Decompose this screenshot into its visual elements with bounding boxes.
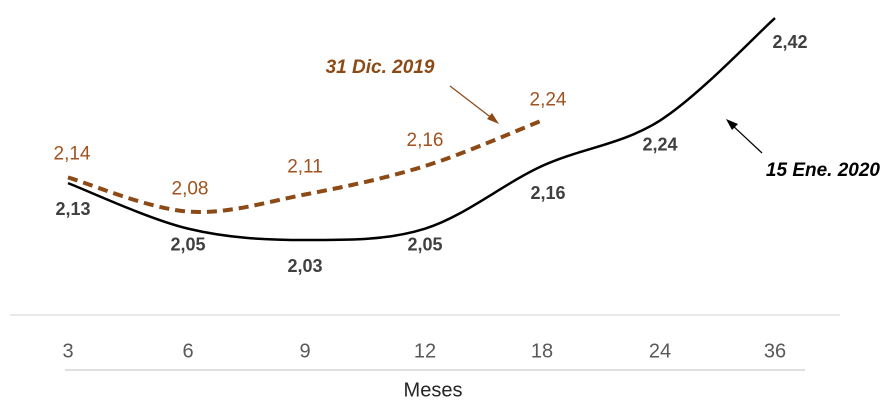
- data-label: 2,16: [530, 183, 565, 203]
- series-annotation: 15 Ene. 2020: [766, 160, 881, 181]
- data-label: 2,42: [772, 32, 807, 52]
- x-axis-label: Meses: [404, 379, 463, 401]
- x-tick-label: 9: [299, 340, 310, 362]
- data-label: 2,13: [55, 199, 90, 219]
- x-tick-label: 6: [182, 340, 193, 362]
- data-label: 2,24: [530, 90, 567, 111]
- arrow-head: [726, 119, 738, 130]
- data-label: 2,08: [172, 179, 209, 200]
- series-line: [67, 17, 776, 242]
- annotation-arrow: [730, 123, 763, 154]
- annotation-arrow: [449, 85, 494, 120]
- series-annotation: 31 Dic. 2019: [326, 57, 435, 78]
- data-label: 2,11: [287, 157, 323, 178]
- series-line: [67, 118, 543, 214]
- data-label: 2,14: [54, 143, 91, 164]
- x-tick-label: 24: [649, 340, 671, 362]
- data-label: 2,24: [642, 134, 677, 154]
- x-tick-label: 36: [764, 340, 786, 362]
- arrow-head: [487, 113, 499, 124]
- x-tick-label: 12: [414, 340, 436, 362]
- data-label: 2,05: [170, 234, 205, 254]
- data-label: 2,05: [407, 234, 442, 254]
- data-label: 2,16: [407, 130, 444, 151]
- x-tick-label: 3: [62, 340, 73, 362]
- data-label: 2,03: [287, 256, 322, 276]
- x-tick-label: 18: [531, 340, 553, 362]
